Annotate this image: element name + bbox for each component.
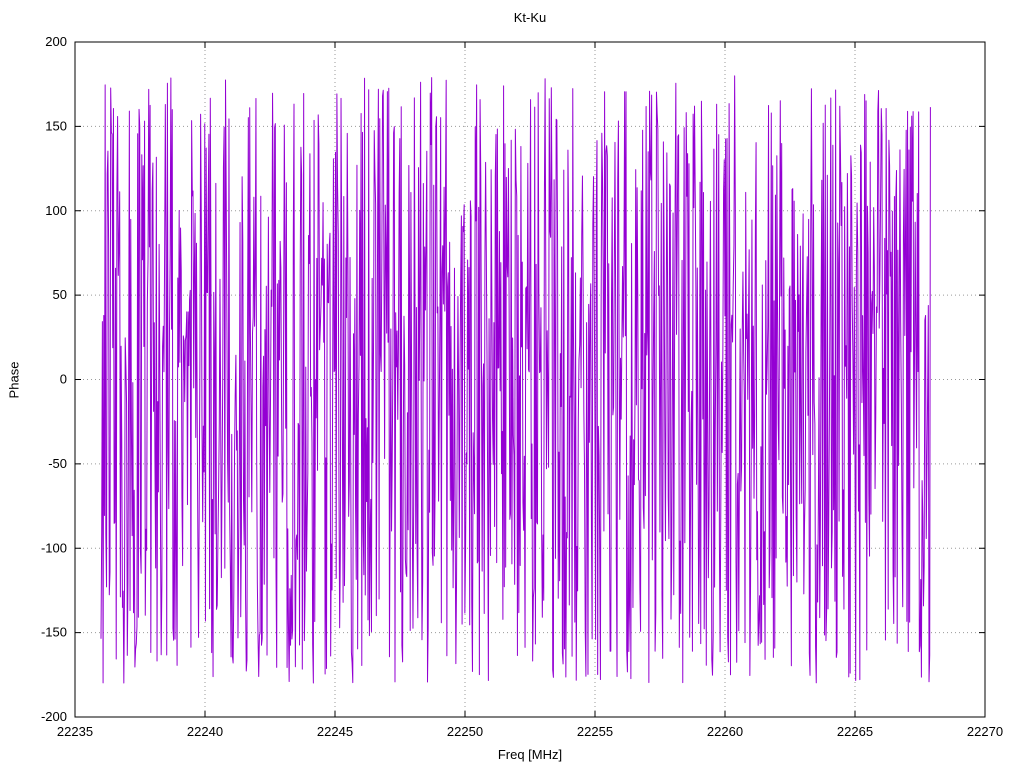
x-tick-label: 22235 [57,724,93,739]
y-tick-label: 0 [60,372,67,387]
x-tick-label: 22270 [967,724,1003,739]
x-tick-label: 22255 [577,724,613,739]
y-tick-label: -50 [48,456,67,471]
chart-title: Kt-Ku [513,10,547,25]
y-tick-label: 100 [45,203,67,218]
y-tick-label: 50 [53,287,67,302]
x-axis-label: Freq [MHz] [497,747,563,762]
x-tick-label: 22265 [837,724,873,739]
y-tick-label: 200 [45,34,67,49]
x-tick-label: 22240 [187,724,223,739]
phase-series-line [100,75,931,684]
y-tick-label: 150 [45,118,67,133]
x-tick-label: 22250 [447,724,483,739]
y-tick-label: -200 [41,709,67,724]
y-tick-label: -100 [41,540,67,555]
y-tick-label: -150 [41,625,67,640]
plot-border [74,41,986,718]
x-tick-label: 22245 [317,724,353,739]
x-tick-label: 22260 [707,724,743,739]
